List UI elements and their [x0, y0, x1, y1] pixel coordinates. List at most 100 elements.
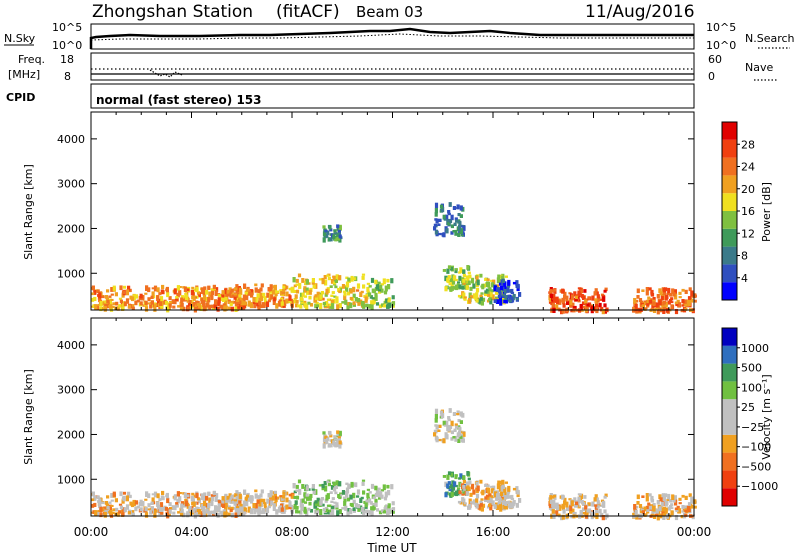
power-data-cell	[479, 294, 483, 298]
velocity-data-cell	[462, 475, 466, 480]
velocity-data-cell	[504, 495, 508, 500]
power-data-cell	[254, 283, 258, 287]
velocity-data-cell	[234, 493, 238, 497]
velocity-data-cell	[315, 510, 319, 514]
velocity-data-cell	[279, 495, 283, 498]
power-data-cell	[134, 300, 138, 306]
velocity-data-cell	[590, 514, 594, 520]
power-data-cell	[590, 308, 594, 314]
velocity-data-cell	[221, 500, 225, 504]
power-data-cell	[501, 275, 505, 280]
power-data-cell	[301, 278, 305, 283]
power-data-cell	[332, 281, 337, 285]
power-data-cell	[334, 232, 338, 235]
power-data-cell	[245, 295, 249, 301]
power-data-cell	[444, 286, 448, 292]
velocity-data-cell	[442, 475, 446, 478]
power-data-cell	[670, 304, 674, 310]
velocity-data-cell	[112, 508, 116, 512]
power-data-cell	[336, 236, 340, 241]
power-data-cell	[182, 296, 186, 302]
velocity-data-cell	[366, 488, 370, 491]
power-data-cell	[345, 281, 350, 288]
power-data-cell	[360, 290, 364, 294]
power-data-cell	[368, 285, 372, 288]
velocity-data-cell	[173, 494, 177, 501]
velocity-data-cell	[490, 488, 495, 494]
velocity-data-cell	[566, 506, 570, 511]
power-data-cell	[160, 289, 164, 295]
velocity-data-cell	[434, 414, 438, 420]
velocity-data-cell	[336, 438, 340, 444]
velocity-data-cell	[341, 490, 346, 495]
velocity-data-cell	[322, 507, 326, 511]
velocity-data-cell	[127, 491, 131, 497]
power-data-cell	[662, 300, 666, 305]
velocity-data-cell	[645, 496, 649, 502]
power-data-cell	[472, 293, 476, 299]
velocity-data-cell	[338, 493, 342, 499]
power-data-cell	[515, 297, 519, 301]
velocity-data-cell	[207, 502, 211, 509]
power-data-cell	[195, 286, 199, 293]
power-data-cell	[131, 304, 135, 309]
power-data-cell	[468, 292, 472, 298]
power-data-cell	[385, 298, 389, 303]
power-data-cell	[345, 286, 349, 292]
velocity-data-cell	[338, 496, 342, 500]
velocity-data-cell	[336, 442, 340, 447]
power-data-cell	[374, 295, 378, 301]
velocity-data-cell	[169, 507, 173, 510]
velocity-data-cell	[641, 510, 645, 515]
power-data-cell	[265, 301, 270, 308]
power-data-cell	[487, 293, 491, 297]
power-data-cell	[161, 284, 165, 290]
velocity-data-cell	[119, 505, 123, 510]
velocity-data-cell	[325, 440, 329, 444]
power-data-cell	[486, 278, 490, 282]
power-data-cell	[370, 277, 375, 283]
time-axis-label: Time UT	[366, 541, 417, 554]
velocity-data-cell	[349, 508, 353, 515]
power-data-cell	[333, 295, 337, 298]
velocity-data-cell	[144, 507, 148, 512]
power-data-cell	[132, 294, 136, 301]
power-data-cell	[671, 288, 675, 294]
power-data-cell	[595, 291, 599, 296]
velocity-data-cell	[365, 509, 369, 514]
power-data-cell	[164, 300, 169, 305]
velocity-data-cell	[656, 514, 660, 521]
power-data-cell	[256, 293, 260, 298]
power-data-cell	[203, 294, 207, 300]
velocity-data-cell	[110, 493, 114, 498]
velocity-ytick-label: 4000	[57, 339, 85, 352]
power-data-cell	[499, 285, 504, 291]
velocity-data-cell	[495, 496, 499, 501]
power-data-cell	[243, 283, 247, 289]
power-data-cell	[103, 306, 107, 312]
velocity-data-cell	[210, 500, 214, 507]
power-data-cell	[484, 277, 488, 281]
velocity-data-cell	[305, 493, 309, 497]
velocity-data-cell	[316, 497, 320, 504]
velocity-data-cell	[644, 513, 648, 516]
power-data-cell	[254, 287, 258, 293]
power-data-cell	[238, 294, 242, 298]
power-data-cell	[260, 283, 264, 288]
velocity-data-cell	[498, 502, 502, 507]
velocity-data-cell	[121, 499, 125, 504]
power-data-cell	[186, 306, 190, 310]
velocity-data-cell	[357, 508, 361, 512]
velocity-data-cells	[91, 408, 697, 521]
velocity-data-cell	[652, 503, 656, 508]
power-data-cell	[338, 290, 342, 294]
velocity-data-cell	[552, 504, 557, 509]
velocity-data-cell	[491, 500, 495, 507]
velocity-data-cell	[190, 495, 194, 502]
power-data-cell	[674, 301, 678, 305]
power-data-cell	[479, 296, 483, 301]
power-data-cell	[566, 300, 570, 305]
velocity-data-cell	[262, 498, 266, 504]
velocity-data-cell	[228, 493, 232, 497]
